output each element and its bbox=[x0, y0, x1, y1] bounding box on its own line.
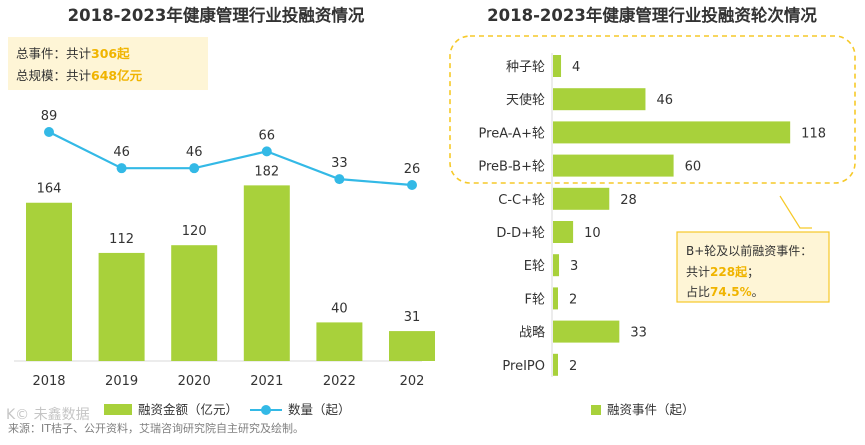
category-label: PreIPO bbox=[502, 359, 545, 374]
bar-2022 bbox=[316, 322, 363, 361]
x-tick-label: 2018 bbox=[32, 374, 65, 389]
category-label: C-C+轮 bbox=[498, 193, 545, 208]
hbar-value-label: 2 bbox=[569, 292, 577, 307]
legend-bar-swatch bbox=[104, 404, 132, 415]
bar-value-label: 164 bbox=[37, 182, 62, 197]
count-value-label: 46 bbox=[186, 145, 203, 160]
legend-line-label: 数量（起） bbox=[288, 402, 351, 417]
x-tick-label: 202 bbox=[400, 374, 425, 389]
category-label: 种子轮 bbox=[506, 60, 545, 75]
bar-2021 bbox=[243, 185, 290, 361]
hbar-8 bbox=[553, 320, 620, 343]
hbar-1 bbox=[553, 88, 646, 111]
category-label: PreB-B+轮 bbox=[478, 160, 545, 175]
summary-box: 总事件：共计306起 总规模：共计648亿元 bbox=[8, 37, 208, 90]
summary-total-events: 总事件：共计306起 bbox=[16, 46, 130, 61]
legend-events-swatch bbox=[591, 405, 601, 415]
bar-202 bbox=[389, 331, 435, 361]
count-value-label: 66 bbox=[259, 128, 276, 143]
bar-value-label: 31 bbox=[404, 310, 421, 325]
right-legend: 融资事件（起） bbox=[591, 402, 695, 417]
hbar-3 bbox=[553, 154, 674, 177]
count-value-label: 26 bbox=[404, 162, 421, 177]
bar-2019 bbox=[98, 252, 145, 361]
hbar-value-label: 10 bbox=[584, 226, 601, 241]
hbar-value-label: 4 bbox=[572, 60, 580, 75]
callout-pointer bbox=[779, 195, 812, 229]
hbar-2 bbox=[553, 121, 791, 144]
left-line-series: 89 46 46 66 33 26 bbox=[41, 109, 421, 190]
bar-value-label: 40 bbox=[331, 301, 348, 316]
hbar-6 bbox=[553, 254, 560, 277]
count-point bbox=[116, 163, 127, 174]
bar-value-label: 182 bbox=[254, 164, 279, 179]
hbar-value-label: 118 bbox=[801, 126, 826, 141]
left-legend: 融资金额（亿元） 数量（起） bbox=[104, 402, 351, 417]
callout-line-1: B+轮及以前融资事件： bbox=[686, 243, 812, 258]
x-tick-label: 2022 bbox=[323, 374, 356, 389]
callout-line-3: 占比74.5%。 bbox=[686, 284, 764, 299]
summary-total-amount: 总规模：共计648亿元 bbox=[16, 68, 143, 83]
callout-box bbox=[676, 231, 830, 303]
bar-2020 bbox=[171, 245, 218, 361]
hbar-0 bbox=[553, 55, 562, 77]
category-label: E轮 bbox=[524, 259, 545, 274]
x-tick-label: 2021 bbox=[250, 374, 283, 389]
count-point bbox=[44, 127, 54, 137]
count-point bbox=[261, 146, 272, 157]
count-point bbox=[334, 174, 345, 185]
hbar-7 bbox=[553, 287, 558, 310]
hbar-4 bbox=[553, 187, 610, 210]
callout: B+轮及以前融资事件： 共计228起； 占比74.5%。 bbox=[676, 195, 830, 303]
category-label: PreA-A+轮 bbox=[479, 126, 545, 141]
watermark: K© 未鑫数据 bbox=[6, 407, 90, 423]
count-line bbox=[48, 131, 413, 187]
count-point bbox=[407, 180, 417, 190]
category-label: D-D+轮 bbox=[496, 226, 545, 241]
legend-bar-label: 融资金额（亿元） bbox=[138, 402, 238, 417]
bar-value-label: 112 bbox=[109, 232, 134, 247]
bar-value-label: 120 bbox=[182, 224, 207, 239]
x-tick-label: 2020 bbox=[178, 374, 211, 389]
hbar-value-label: 60 bbox=[685, 160, 702, 175]
legend-events-label: 融资事件（起） bbox=[607, 402, 695, 417]
count-value-label: 33 bbox=[331, 156, 348, 171]
highlight-dashed-box bbox=[449, 35, 856, 184]
count-value-label: 89 bbox=[41, 109, 58, 124]
right-bar-series: 4 46 118 60 28 10 3 2 33 2 bbox=[553, 55, 826, 376]
right-chart-title: 2018-2023年健康管理行业投融资轮次情况 bbox=[487, 5, 817, 25]
hbar-value-label: 33 bbox=[630, 326, 647, 341]
hbar-5 bbox=[553, 221, 574, 243]
hbar-value-label: 28 bbox=[620, 193, 637, 208]
left-bar-series: 164 112 120 182 40 31 bbox=[26, 164, 435, 361]
category-label: 天使轮 bbox=[506, 92, 545, 108]
bar-2018 bbox=[26, 202, 72, 361]
category-label: 战略 bbox=[519, 325, 545, 341]
hbar-value-label: 2 bbox=[569, 359, 577, 374]
hbar-value-label: 46 bbox=[656, 93, 673, 108]
source-note: 来源：IT桔子、公开资料，艾瑞咨询研究院自主研究及绘制。 bbox=[8, 422, 304, 435]
left-chart-title: 2018-2023年健康管理行业投融资情况 bbox=[68, 5, 365, 25]
category-label: F轮 bbox=[525, 292, 545, 307]
hbar-value-label: 3 bbox=[570, 259, 578, 274]
hbar-9 bbox=[553, 353, 558, 376]
count-value-label: 46 bbox=[113, 145, 130, 160]
callout-line-2: 共计228起； bbox=[686, 264, 759, 279]
x-tick-label: 2019 bbox=[105, 374, 138, 389]
count-point bbox=[189, 163, 200, 174]
left-x-tick-labels: 2018 2019 2020 2021 2022 202 bbox=[32, 374, 424, 389]
legend-line-marker bbox=[261, 405, 271, 415]
